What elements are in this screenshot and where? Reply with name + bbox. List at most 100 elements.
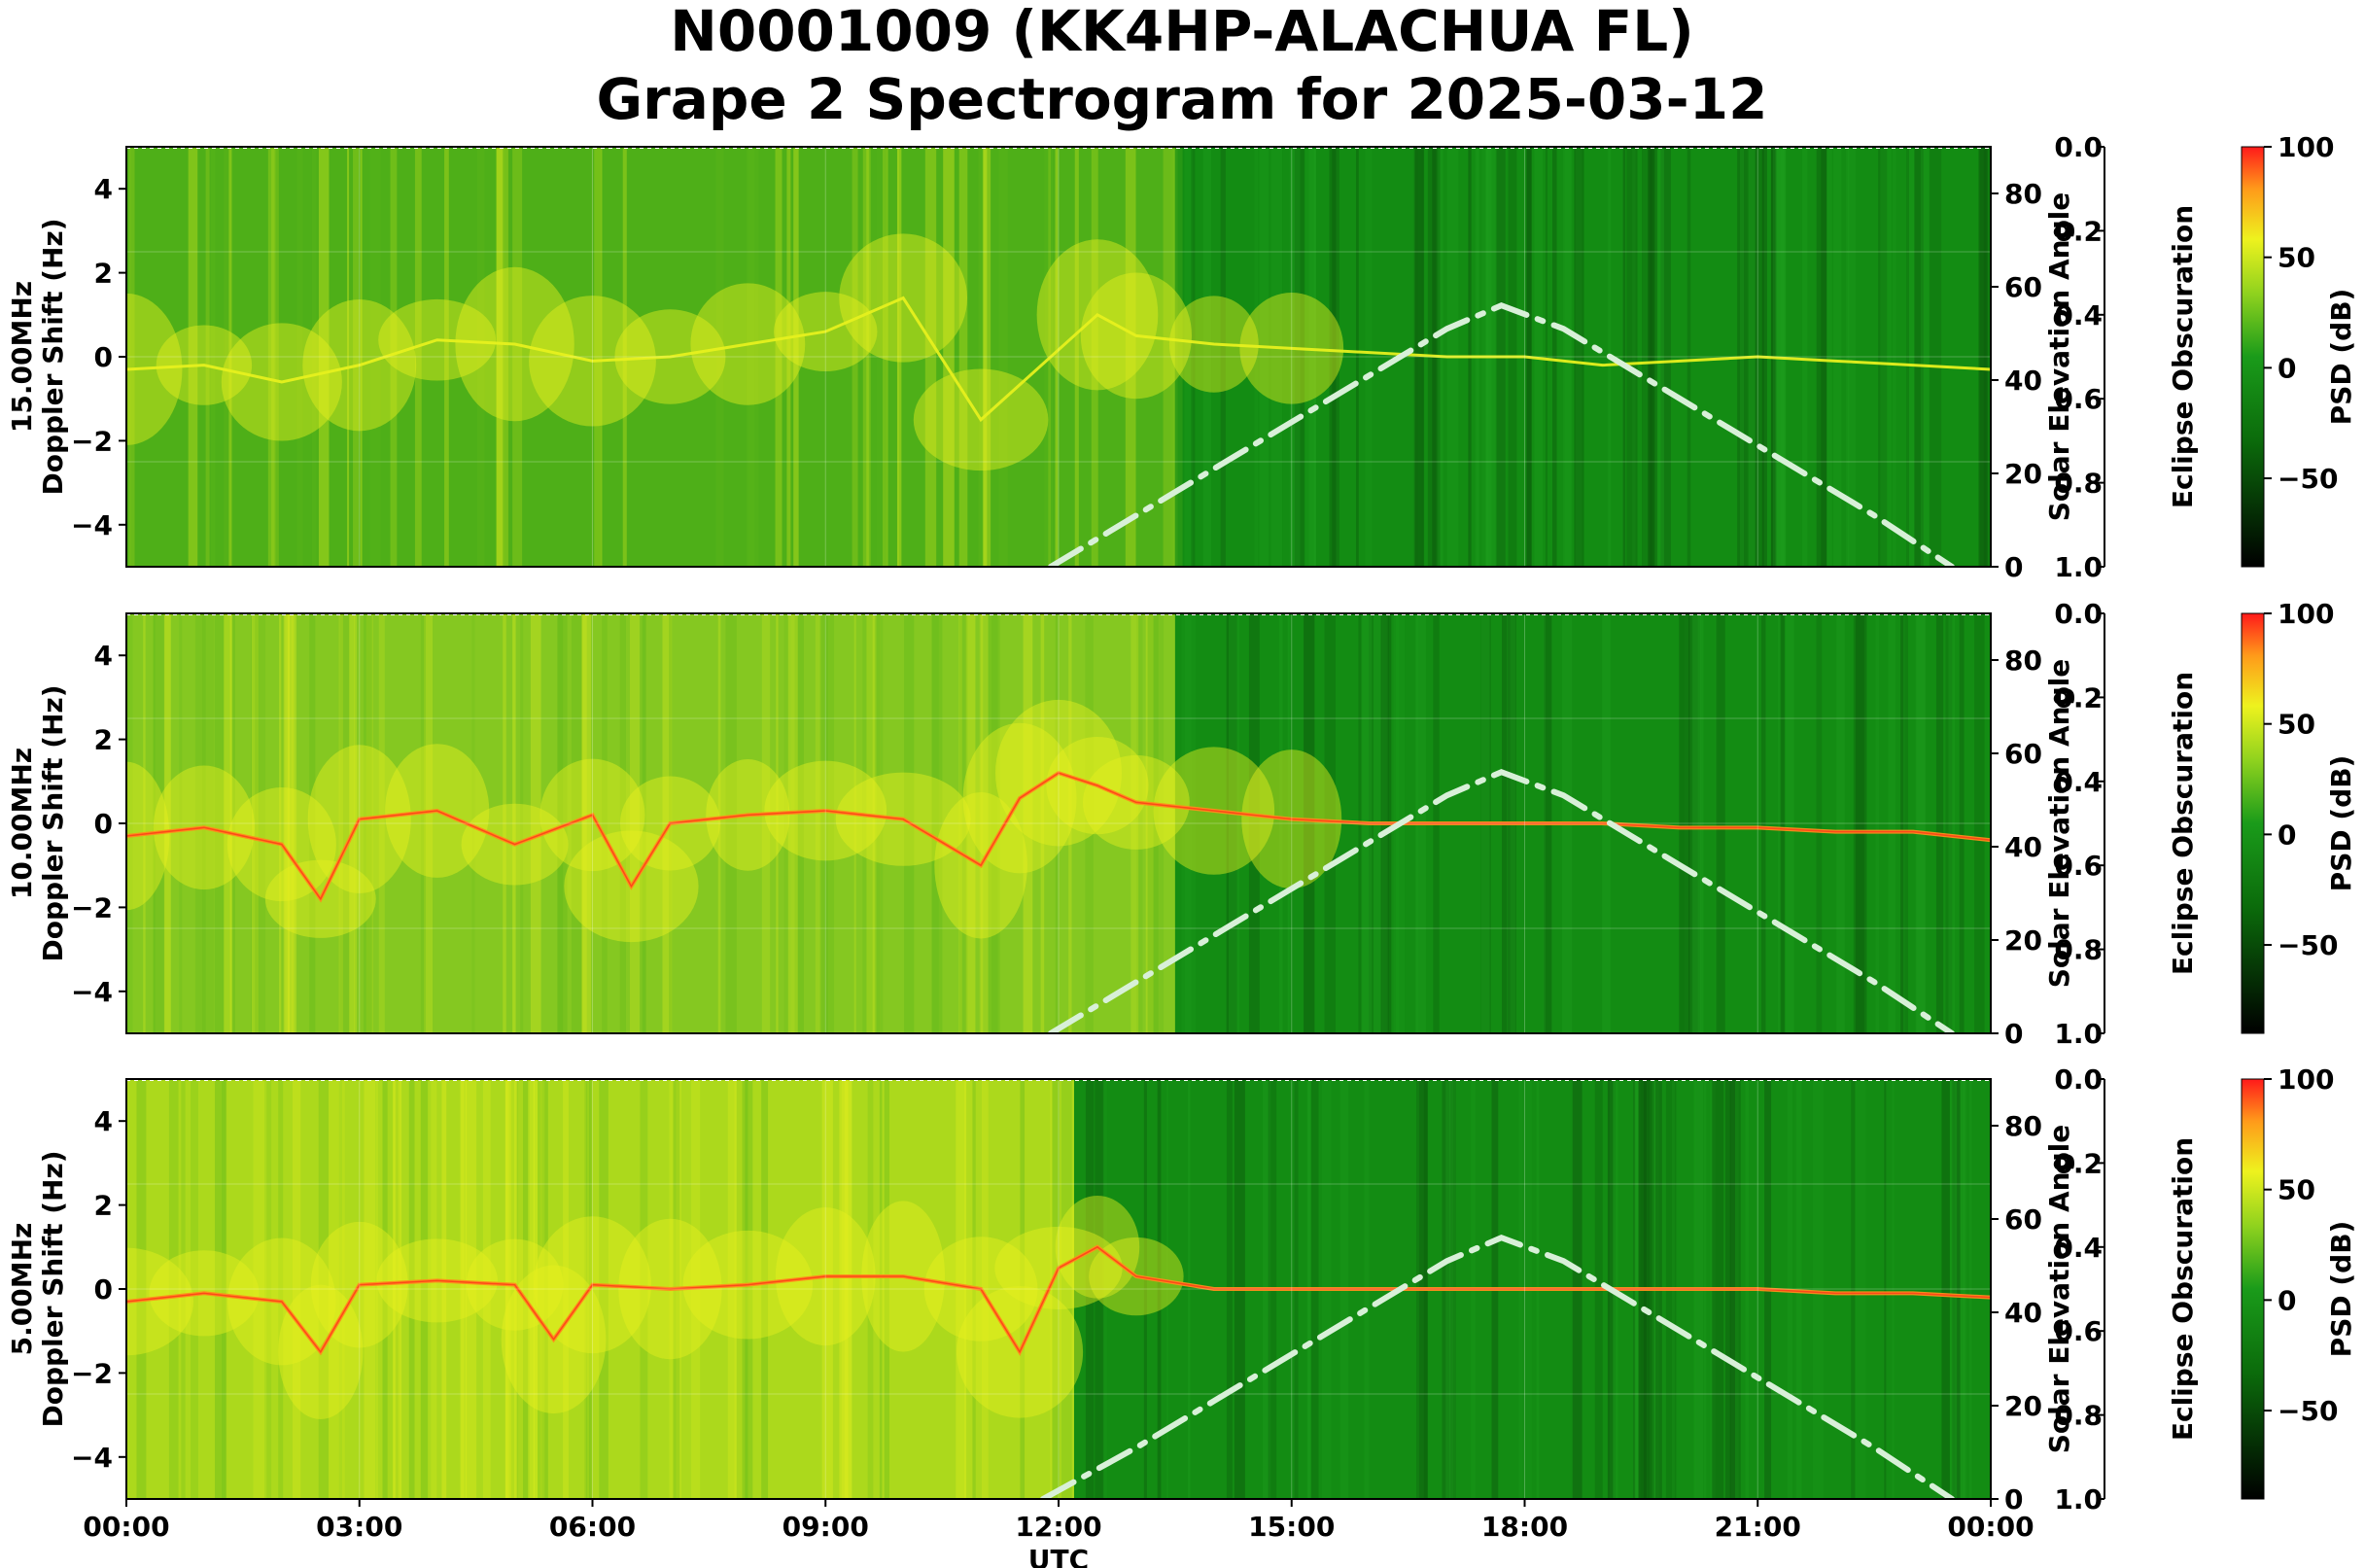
noise-streak (1684, 613, 1694, 1033)
obscuration-tick-label: 0.2 (2054, 681, 2103, 714)
noise-streak (1143, 1079, 1147, 1499)
colorbar-label: PSD (dB) (2325, 289, 2357, 426)
noise-streak (748, 147, 759, 567)
noise-streak (619, 613, 626, 1033)
noise-streak (862, 147, 871, 567)
noise-streak (1356, 147, 1359, 567)
elevation-tick-label: 40 (2004, 365, 2042, 397)
noise-streak (128, 147, 135, 567)
noise-streak (318, 1079, 329, 1499)
noise-streak (1248, 613, 1260, 1033)
noise-streak (882, 147, 888, 567)
noise-streak (1051, 1079, 1061, 1499)
y-tick-label: 0 (94, 808, 113, 840)
y-tick-label: 0 (94, 1273, 113, 1306)
obscuration-axis-label: Eclipse Obscuration (2167, 1137, 2199, 1441)
noise-streak (1795, 1079, 1802, 1499)
noise-streak (1226, 613, 1237, 1033)
noise-streak (1983, 147, 1991, 567)
noise-streak (1270, 147, 1283, 567)
noise-streak (1812, 1079, 1824, 1499)
noise-streak (1061, 1079, 1072, 1499)
noise-streak (787, 613, 798, 1033)
y-tick-label: −2 (71, 425, 113, 457)
noise-streak (896, 147, 899, 567)
noise-streak (143, 613, 146, 1033)
noise-streak (761, 613, 771, 1033)
x-tick-label: 00:00 (83, 1511, 169, 1543)
y-tick-label: 2 (94, 1190, 113, 1222)
night-propagation-region (126, 613, 1175, 1033)
x-axis-label: UTC (1028, 1544, 1089, 1568)
noise-streak (375, 1079, 378, 1499)
noise-streak (1365, 147, 1373, 567)
noise-streak (844, 1079, 852, 1499)
noise-streak (1979, 147, 1989, 567)
colorbar-tick-label: 50 (2278, 242, 2315, 274)
elevation-tick-label: 20 (2004, 1390, 2042, 1422)
noise-streak (1254, 147, 1259, 567)
noise-streak (1552, 147, 1557, 567)
noise-streak (727, 1079, 736, 1499)
noise-streak (1632, 147, 1636, 567)
noise-streak (1847, 147, 1857, 567)
noise-streak (958, 613, 962, 1033)
noise-streak (1654, 147, 1664, 567)
noise-streak (839, 1079, 849, 1499)
noise-streak (862, 613, 873, 1033)
noise-streak (715, 147, 724, 567)
noise-streak (1413, 147, 1424, 567)
colorbar-tick-label: 0 (2278, 352, 2296, 384)
noise-streak (292, 1079, 301, 1499)
noise-streak (819, 613, 828, 1033)
noise-streak (1920, 147, 1930, 567)
noise-streak (1950, 1079, 1954, 1499)
noise-streak (364, 1079, 376, 1499)
noise-streak (211, 147, 216, 567)
y-tick-label: −2 (71, 1357, 113, 1389)
noise-streak (271, 147, 275, 567)
y-tick-label: −2 (71, 891, 113, 923)
night-propagation-region (126, 1079, 1074, 1499)
noise-streak (224, 613, 231, 1033)
noise-streak (360, 147, 363, 567)
colorbar-tick-label: −50 (2278, 929, 2338, 961)
noise-streak (503, 613, 506, 1033)
noise-streak (867, 1079, 874, 1499)
elevation-axis-label: Solar Elevation Angle (2043, 192, 2075, 521)
noise-streak (1259, 147, 1269, 567)
colorbar (2241, 612, 2265, 1034)
panel-10.00MHz: 420−2−410.00MHz Doppler Shift (Hz)8060402… (6, 598, 2357, 1050)
y-tick-label: 4 (94, 1105, 113, 1137)
spectrogram-image (126, 147, 1991, 567)
noise-streak (279, 613, 282, 1033)
obscuration-tick-label: 0.8 (2054, 1400, 2103, 1432)
noise-streak (504, 147, 509, 567)
noise-streak (1941, 1079, 1950, 1499)
solar-elevation-curve (1048, 768, 1956, 1033)
noise-streak (571, 613, 583, 1033)
noise-streak (126, 613, 129, 1033)
noise-streak (1171, 147, 1178, 567)
colorbar-tick-label: 100 (2278, 598, 2334, 630)
noise-streak (793, 147, 799, 567)
noise-streak (296, 147, 303, 567)
noise-streak (1892, 147, 1896, 567)
noise-streak (285, 613, 294, 1033)
noise-streak (1417, 147, 1422, 567)
elevation-tick-label: 40 (2004, 1297, 2042, 1329)
noise-streak (1915, 613, 1926, 1033)
noise-streak (396, 1079, 400, 1499)
noise-streak (229, 613, 233, 1033)
noise-streak (639, 613, 646, 1033)
noise-streak (229, 613, 235, 1033)
noise-streak (924, 147, 937, 567)
noise-streak (1055, 147, 1059, 567)
noise-streak (530, 613, 541, 1033)
noise-streak (1040, 613, 1045, 1033)
noise-streak (1846, 147, 1850, 567)
noise-streak (1888, 613, 1895, 1033)
noise-streak (1304, 147, 1317, 567)
noise-streak (1181, 613, 1192, 1033)
noise-streak (267, 147, 277, 567)
